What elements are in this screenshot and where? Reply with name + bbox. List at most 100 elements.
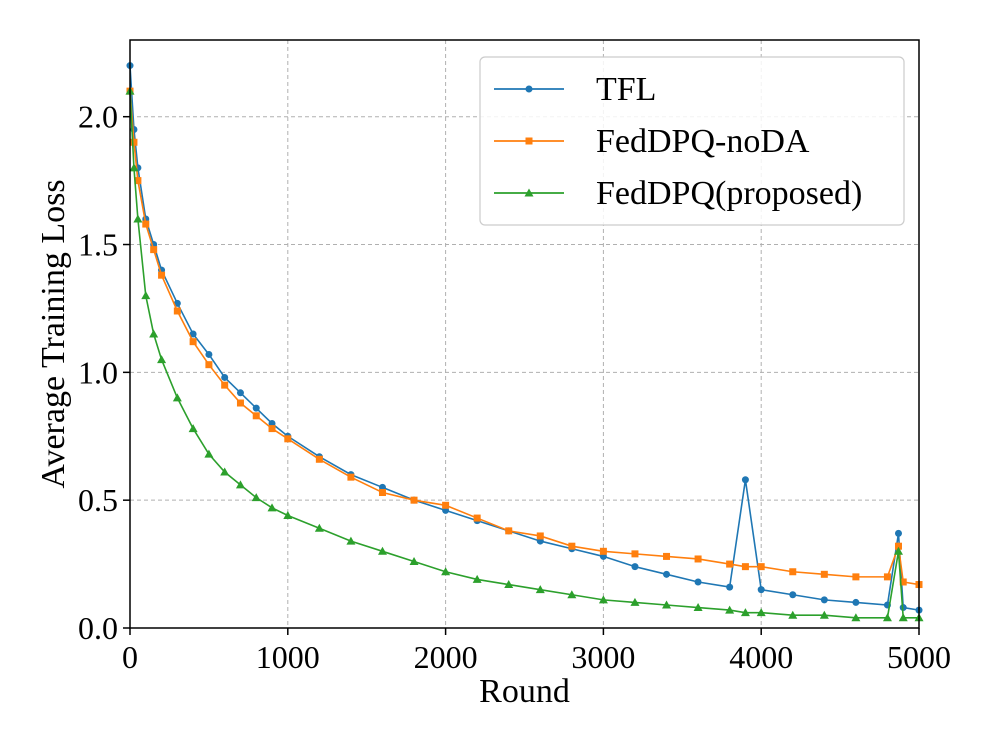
- data-point: [567, 590, 577, 599]
- data-point: [726, 583, 734, 591]
- data-point: [757, 586, 765, 594]
- data-point: [789, 591, 797, 599]
- data-point: [346, 536, 356, 545]
- data-point: [820, 596, 828, 604]
- data-point: [221, 373, 229, 381]
- data-point: [536, 532, 544, 540]
- x-tick-label: 5000: [887, 639, 951, 675]
- data-point: [252, 412, 260, 420]
- data-point: [347, 473, 355, 481]
- data-point: [410, 496, 418, 504]
- data-point: [284, 435, 292, 443]
- data-point: [852, 598, 860, 606]
- data-point: [314, 523, 324, 532]
- legend-label: TFL: [596, 71, 656, 108]
- data-point: [725, 605, 735, 614]
- data-point: [788, 610, 798, 619]
- data-point: [235, 480, 245, 489]
- data-point: [663, 552, 671, 560]
- y-tick-label: 1.0: [78, 354, 118, 390]
- data-point: [236, 389, 244, 397]
- x-tick-label: 2000: [414, 639, 478, 675]
- data-point: [205, 361, 213, 369]
- data-point: [851, 613, 861, 622]
- x-tick-label: 3000: [571, 639, 635, 675]
- series-feddpq-proposed-: [125, 86, 924, 622]
- data-point: [631, 563, 639, 571]
- data-point: [472, 574, 482, 583]
- data-point: [631, 550, 639, 558]
- data-point: [504, 580, 514, 589]
- x-tick-label: 1000: [256, 639, 320, 675]
- data-point: [899, 578, 907, 586]
- data-point: [442, 501, 450, 509]
- data-point: [693, 603, 703, 612]
- data-point: [173, 307, 181, 315]
- y-axis-title: Average Training Loss: [35, 179, 72, 488]
- data-point: [740, 608, 750, 617]
- legend-entry: FedDPQ(proposed): [494, 175, 862, 212]
- data-point: [189, 330, 197, 338]
- data-point: [158, 271, 166, 279]
- data-point: [568, 542, 576, 550]
- data-point: [221, 381, 229, 389]
- legend-entry: TFL: [494, 71, 656, 108]
- data-point: [820, 570, 828, 578]
- data-point: [726, 560, 734, 568]
- data-point: [852, 573, 860, 581]
- legend-swatch-marker: [525, 137, 533, 145]
- data-point: [756, 608, 766, 617]
- legend-box: [479, 56, 905, 226]
- data-point: [883, 573, 891, 581]
- data-point: [663, 570, 671, 578]
- data-point: [741, 476, 749, 484]
- data-point: [599, 547, 607, 555]
- data-point: [142, 220, 150, 228]
- data-point: [819, 610, 829, 619]
- data-point: [133, 214, 143, 223]
- data-point: [150, 246, 158, 254]
- y-tick-label: 0.0: [78, 610, 118, 646]
- data-point: [694, 578, 702, 586]
- y-tick-label: 0.5: [78, 482, 118, 518]
- data-point: [188, 424, 198, 433]
- data-point: [130, 138, 138, 146]
- data-point: [204, 449, 214, 458]
- data-point: [894, 542, 902, 550]
- data-point: [283, 511, 293, 520]
- data-point: [189, 338, 197, 346]
- data-point: [662, 600, 672, 609]
- data-point: [741, 563, 749, 571]
- data-point: [694, 555, 702, 563]
- data-point: [252, 404, 260, 412]
- data-point: [789, 568, 797, 576]
- data-point: [377, 546, 387, 555]
- data-point: [441, 567, 451, 576]
- data-point: [757, 563, 765, 571]
- data-point: [505, 527, 513, 535]
- data-point: [894, 529, 902, 537]
- data-point: [535, 585, 545, 594]
- x-tick-label: 4000: [729, 639, 793, 675]
- data-point: [220, 467, 230, 476]
- plot-frame: [129, 39, 920, 629]
- data-point: [893, 546, 903, 555]
- x-tick-label: 0: [122, 639, 138, 675]
- legend: TFL FedDPQ-noDA FedDPQ(proposed): [479, 56, 905, 226]
- data-point: [267, 503, 277, 512]
- legend-label: FedDPQ-noDA: [596, 123, 810, 160]
- y-tick-label: 1.5: [78, 227, 118, 263]
- legend-entry: FedDPQ-noDA: [494, 123, 810, 160]
- legend-swatch-marker: [524, 188, 534, 197]
- data-point: [251, 493, 261, 502]
- legend-label: FedDPQ(proposed): [596, 175, 862, 212]
- data-point: [882, 613, 892, 622]
- data-point: [236, 399, 244, 407]
- data-point: [157, 355, 167, 364]
- data-point: [598, 595, 608, 604]
- axis-ticks: 0 1000 2000 3000 4000 5000 0.0 0.5 1.0 1.5 2.0: [78, 99, 951, 675]
- data-point: [378, 489, 386, 497]
- data-point: [409, 557, 419, 566]
- legend-swatch-marker: [525, 85, 533, 93]
